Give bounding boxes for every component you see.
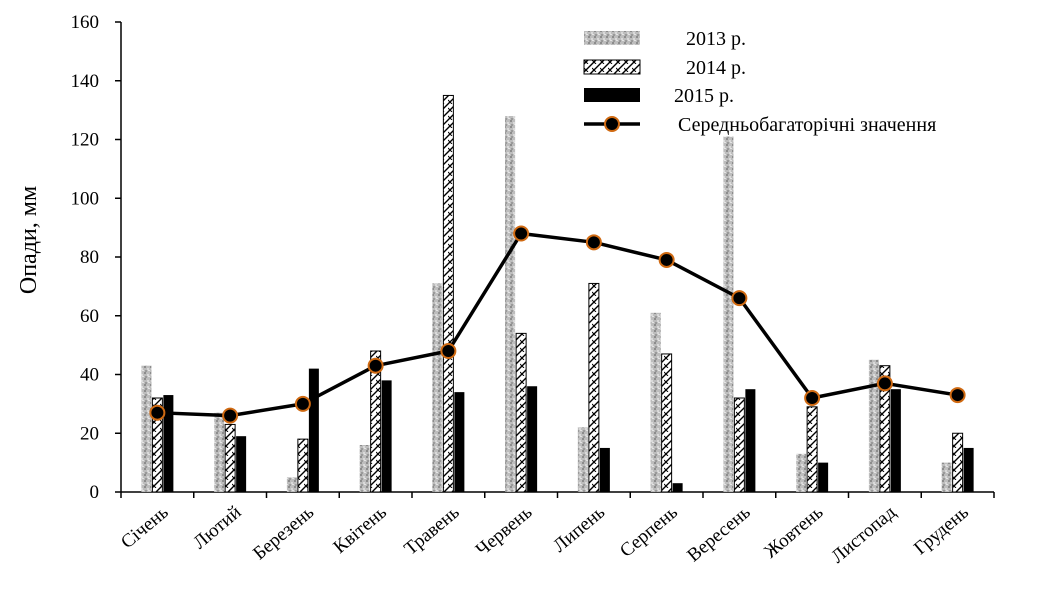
y-ticks: 0 20 40 60 80 100 120 140 160 (71, 12, 121, 503)
y-tick-label: 100 (71, 188, 100, 209)
y-tick-label: 80 (80, 247, 99, 268)
x-tick-label: Лютий (189, 502, 245, 554)
average-point-6 (585, 234, 602, 251)
bar-2013-9 (796, 453, 807, 492)
bar-2014-4 (442, 94, 454, 493)
legend-swatch-0 (584, 31, 640, 45)
bar-2013-0 (141, 365, 152, 492)
average-line (149, 225, 966, 424)
bar-2015-5 (527, 386, 538, 492)
bar-2014-5 (515, 332, 527, 493)
y-tick-label: 160 (71, 12, 100, 33)
average-point-10 (876, 375, 893, 392)
bar-2013-2 (286, 477, 297, 492)
average-point-4 (440, 343, 457, 359)
y-tick-label: 60 (80, 306, 99, 327)
bar-2014-2 (297, 438, 309, 493)
bar-2014-3 (370, 350, 382, 493)
x-tick-label: Жовтень (760, 502, 827, 563)
x-tick-label: Грудень (910, 502, 973, 560)
bar-2013-1 (214, 412, 225, 492)
legend-label-2: 2015 р. (674, 85, 734, 107)
average-point-7 (658, 251, 675, 268)
average-point-11 (949, 387, 966, 404)
x-ticks: Січень Лютий Березень Квітень Травень Червень… (117, 492, 995, 568)
y-tick-label: 120 (71, 130, 100, 151)
bar-2013-7 (650, 312, 661, 492)
bar-2014-1 (224, 423, 236, 493)
legend-swatch-2 (584, 88, 640, 102)
legend-swatch-1 (583, 59, 641, 75)
legend-label-1: 2014 р. (686, 57, 746, 79)
y-tick-label: 20 (80, 423, 99, 444)
average-point-5 (513, 225, 530, 242)
legend-label-3: Середньобагаторічні значення (678, 114, 936, 136)
y-tick-label: 40 (80, 365, 99, 386)
bar-2013-3 (359, 445, 370, 492)
bar-2015-0 (163, 395, 174, 492)
bar-2014-8 (733, 397, 745, 493)
average-point-1 (222, 407, 239, 424)
axes (120, 22, 994, 493)
y-axis-title: Опади, мм (16, 186, 42, 294)
bar-2015-1 (236, 436, 247, 492)
x-tick-label: Вересень (683, 502, 755, 567)
average-line-path (157, 231, 958, 418)
y-tick-label: 0 (90, 482, 100, 503)
bar-2015-3 (381, 380, 392, 492)
bar-2015-8 (745, 389, 756, 492)
bar-2014-10 (879, 365, 891, 493)
average-point-2 (294, 395, 311, 412)
bar-2014-11 (952, 432, 964, 493)
x-tick-label: Серпень (616, 502, 682, 562)
average-point-8 (731, 290, 748, 307)
bar-2014-0 (151, 397, 163, 493)
x-tick-label: Липень (549, 502, 609, 557)
bar-2013-10 (868, 359, 879, 492)
legend: 2013 р. 2014 р. 2015 р. Середньобагаторічні… (583, 28, 936, 136)
bar-2013-4 (432, 283, 443, 492)
x-tick-label: Травень (400, 502, 464, 560)
bar-2015-7 (672, 483, 683, 492)
legend-marker-swatch (604, 116, 620, 132)
bar-2015-11 (963, 447, 974, 492)
bar-2015-10 (890, 389, 901, 492)
bar-2015-9 (818, 462, 829, 492)
bar-2014-6 (588, 282, 600, 493)
bar-2014-9 (806, 406, 818, 493)
bar-2015-6 (599, 447, 610, 492)
average-point-3 (367, 357, 384, 374)
average-point-9 (804, 390, 821, 406)
bar-2013-11 (941, 462, 952, 492)
x-tick-label: Квітень (329, 502, 391, 558)
x-tick-label: Березень (249, 502, 318, 565)
bar-2013-5 (505, 116, 516, 492)
x-tick-label: Січень (117, 502, 173, 554)
x-tick-label: Листопад (827, 502, 900, 568)
bar-2015-2 (308, 368, 319, 492)
average-point-0 (149, 404, 166, 421)
y-tick-label: 140 (71, 71, 100, 92)
legend-label-0: 2013 р. (686, 28, 746, 50)
x-tick-label: Червень (472, 502, 537, 561)
bar-2015-4 (454, 392, 465, 492)
bar-2013-8 (723, 136, 734, 492)
bar-2014-7 (661, 353, 673, 493)
bar-2013-6 (577, 427, 588, 492)
bars (141, 94, 974, 493)
